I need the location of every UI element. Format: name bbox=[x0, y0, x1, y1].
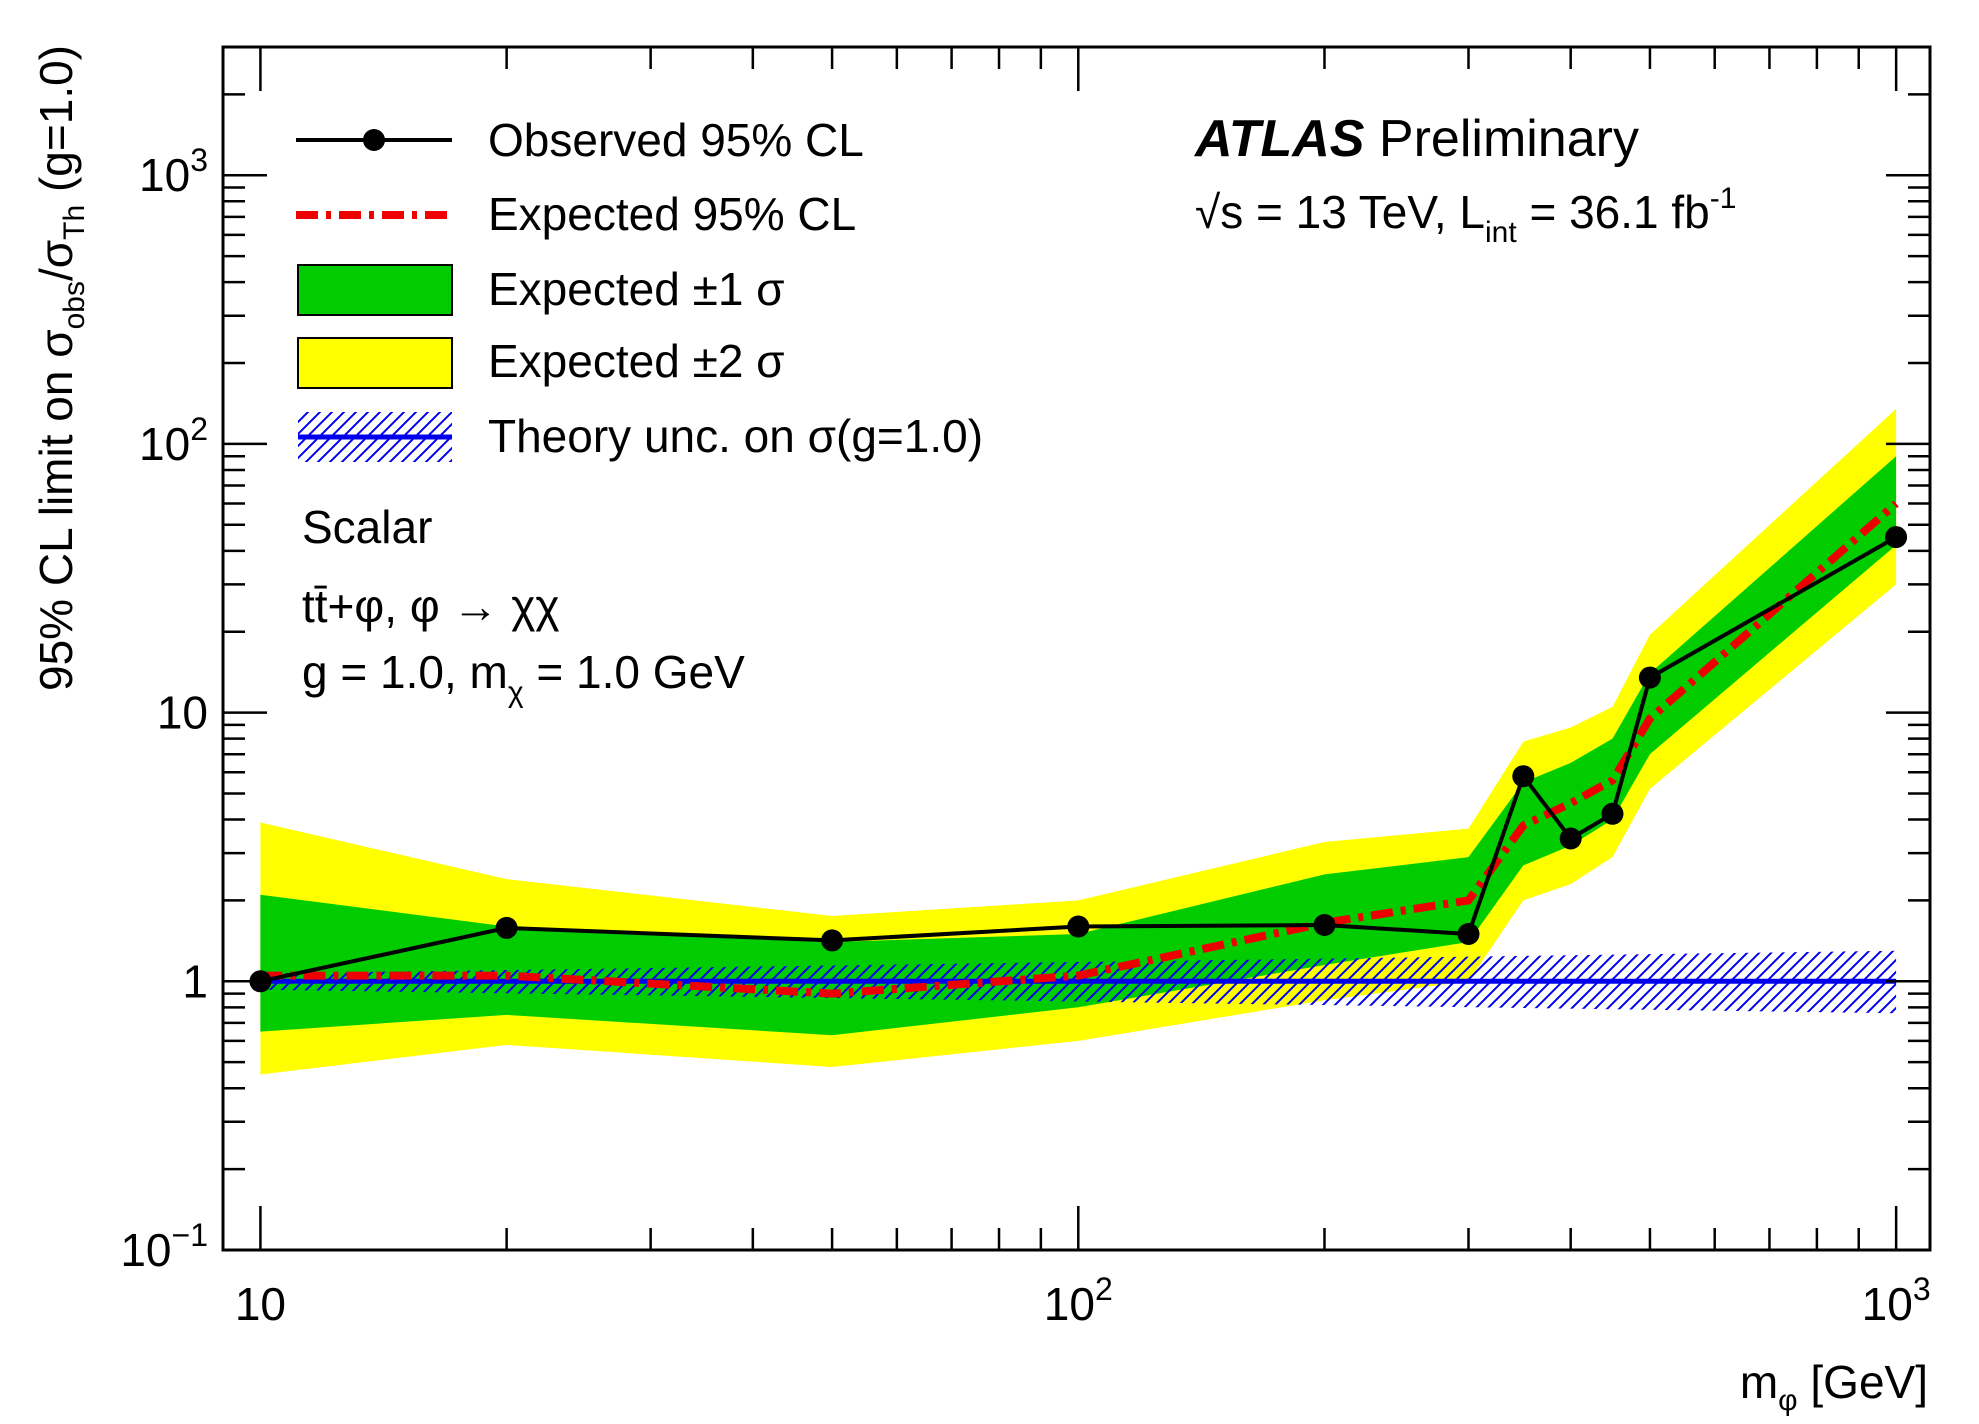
legend-entry-band2: Expected ±2 σ bbox=[297, 335, 785, 389]
legend-entry-theory: Theory unc. on σ(g=1.0) bbox=[298, 410, 983, 462]
process-label: tt̄+φ, φ → χχ bbox=[302, 580, 560, 632]
x-tick-label-exp: 2 bbox=[1095, 1271, 1113, 1307]
model-info: Scalar tt̄+φ, φ → χχ g = 1.0, mχ = 1.0 G… bbox=[302, 501, 745, 709]
model-label: Scalar bbox=[302, 501, 432, 553]
observed-point bbox=[495, 916, 518, 939]
legend-expected-label: Expected 95% CL bbox=[488, 188, 856, 240]
y-axis-label: 95% CL limit on σobs/σTh (g=1.0) bbox=[30, 45, 91, 691]
legend-band1-label: Expected ±1 σ bbox=[488, 263, 785, 315]
x-tick-label-base: 10 bbox=[1044, 1278, 1095, 1330]
y-tick-label-exp: 3 bbox=[190, 142, 208, 178]
expected-line bbox=[260, 500, 1899, 998]
y-tick-label: 103 bbox=[139, 142, 208, 201]
legend-band1-swatch bbox=[297, 264, 453, 316]
atlas-title: ATLAS Preliminary bbox=[1193, 110, 1639, 168]
legend-theory-label: Theory unc. on σ(g=1.0) bbox=[488, 410, 983, 462]
y-tick-label-base: 10 bbox=[120, 1224, 171, 1276]
x-tick-label-base: 10 bbox=[235, 1278, 286, 1330]
x-tick-label: 10 bbox=[235, 1278, 286, 1330]
observed-point bbox=[1885, 526, 1908, 549]
legend: Observed 95% CL Expected 95% CL Expected… bbox=[296, 114, 983, 462]
band-1sigma bbox=[260, 456, 1897, 1036]
atlas-label: ATLAS Preliminary √s = 13 TeV, Lint = 36… bbox=[1193, 110, 1736, 249]
legend-band2-label: Expected ±2 σ bbox=[488, 335, 785, 387]
y-tick-label: 102 bbox=[139, 411, 208, 470]
y-tick-label: 10−1 bbox=[120, 1217, 208, 1276]
observed-point bbox=[1067, 915, 1090, 938]
y-tick-label-exp: 2 bbox=[190, 411, 208, 447]
y-tick-label-exp: −1 bbox=[172, 1217, 208, 1253]
y-tick-label: 10 bbox=[157, 687, 208, 739]
y-tick-label-base: 10 bbox=[157, 687, 208, 739]
observed-point bbox=[1457, 923, 1480, 945]
legend-band2-swatch bbox=[297, 337, 453, 389]
x-tick-label: 103 bbox=[1862, 1271, 1931, 1330]
x-axis-label: mφ [GeV] bbox=[1740, 1356, 1928, 1417]
observed-point bbox=[1512, 765, 1535, 788]
legend-entry-expected: Expected 95% CL bbox=[296, 188, 856, 240]
params-label: g = 1.0, mχ = 1.0 GeV bbox=[302, 646, 745, 709]
observed-point bbox=[1601, 802, 1624, 825]
legend-observed-marker bbox=[363, 129, 385, 151]
legend-observed-label: Observed 95% CL bbox=[488, 114, 864, 166]
observed-point bbox=[1313, 914, 1336, 936]
y-tick-label-base: 1 bbox=[182, 955, 208, 1007]
axis-ticks bbox=[223, 45, 1930, 1252]
energy-lumi-label: √s = 13 TeV, Lint = 36.1 fb-1 bbox=[1195, 182, 1736, 249]
y-tick-label-base: 10 bbox=[139, 149, 190, 201]
observed-point bbox=[821, 929, 844, 952]
legend-entry-band1: Expected ±1 σ bbox=[297, 263, 785, 316]
y-tick-label: 1 bbox=[182, 955, 208, 1007]
observed-point bbox=[1559, 827, 1582, 850]
x-tick-label-exp: 3 bbox=[1913, 1271, 1931, 1307]
observed-point bbox=[1638, 666, 1661, 689]
legend-entry-observed: Observed 95% CL bbox=[296, 114, 864, 166]
y-tick-label-base: 10 bbox=[139, 418, 190, 470]
x-tick-label: 102 bbox=[1044, 1271, 1113, 1330]
plot-frame bbox=[221, 45, 1932, 1252]
x-tick-label-base: 10 bbox=[1862, 1278, 1913, 1330]
